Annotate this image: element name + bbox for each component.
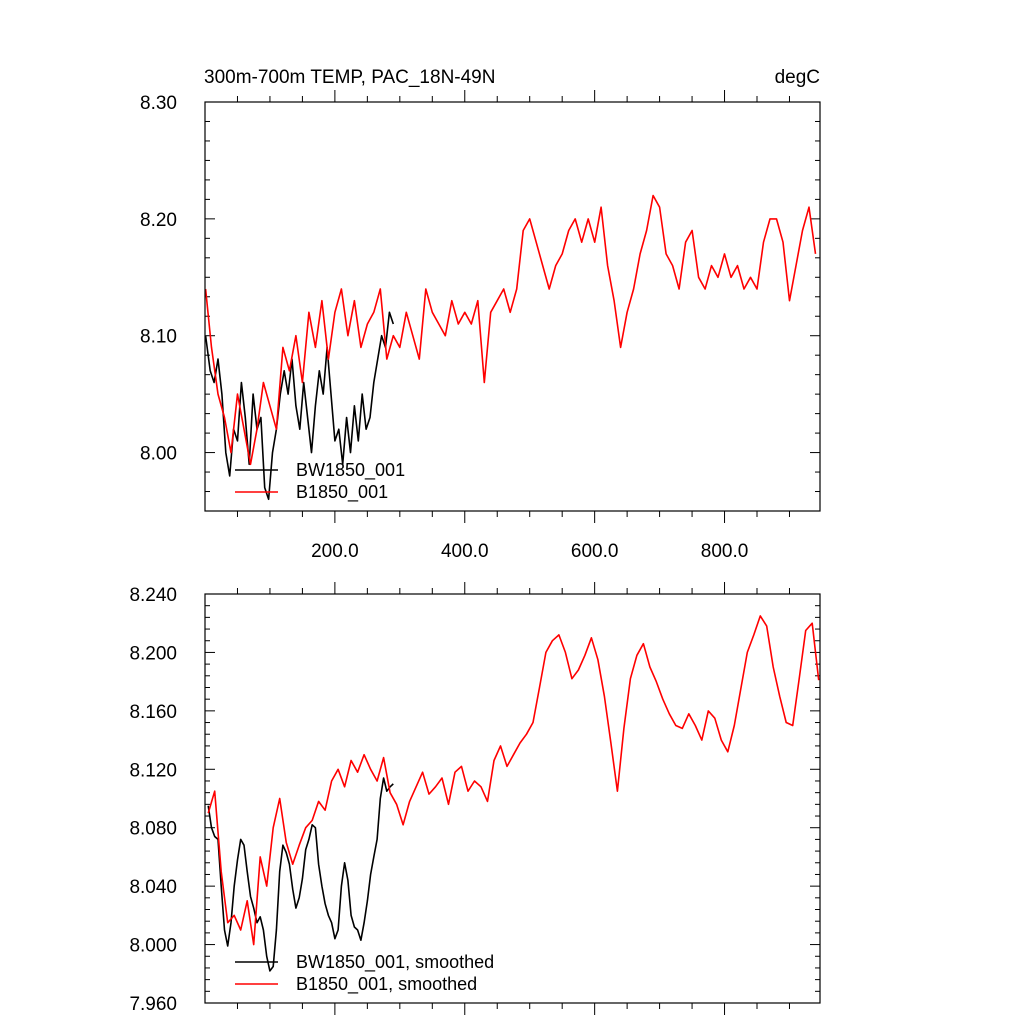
bottom-legend-label-b1850: B1850_001, smoothed bbox=[296, 974, 477, 995]
top-legend: BW1850_001 B1850_001 bbox=[235, 460, 405, 503]
y-tick-label: 8.040 bbox=[129, 877, 177, 898]
y-tick-label: 8.080 bbox=[129, 819, 177, 840]
bottom-legend: BW1850_001, smoothed B1850_001, smoothed bbox=[235, 952, 494, 995]
top-chart-frame bbox=[204, 101, 821, 512]
y-tick-label: 8.30 bbox=[140, 93, 177, 114]
top-chart-title: 300m-700m TEMP, PAC_18N-49N bbox=[204, 67, 495, 88]
y-tick-label: 8.160 bbox=[129, 702, 177, 723]
y-tick-label: 8.10 bbox=[140, 327, 177, 348]
series-line-bw1850-001 bbox=[204, 311, 395, 501]
y-tick-label: 8.120 bbox=[129, 760, 177, 781]
y-tick-label: 7.960 bbox=[129, 994, 177, 1015]
series-line-b1850-001-smoothed bbox=[207, 615, 820, 946]
series-line-bw1850-001-smoothed bbox=[207, 777, 394, 972]
top-chart-units: degC bbox=[775, 67, 820, 88]
y-tick-label: 8.20 bbox=[140, 210, 177, 231]
y-tick-label: 8.240 bbox=[129, 585, 177, 606]
bottom-chart: 7.960 8.000 8.040 8.080 8.120 8.160 8.200 8.240… bbox=[129, 582, 821, 1015]
x-tick-label: 800.0 bbox=[701, 541, 749, 562]
y-tick-label: 8.200 bbox=[129, 643, 177, 664]
x-tick-label: 400.0 bbox=[441, 541, 489, 562]
y-tick-label: 8.000 bbox=[129, 936, 177, 957]
bottom-chart-frame bbox=[204, 593, 821, 1004]
x-tick-label: 200.0 bbox=[311, 541, 359, 562]
bottom-legend-label-bw1850: BW1850_001, smoothed bbox=[296, 952, 494, 973]
top-legend-label-bw1850: BW1850_001 bbox=[296, 460, 405, 481]
x-tick-label: 600.0 bbox=[571, 541, 619, 562]
top-chart: 300m-700m TEMP, PAC_18N-49N degC 8.00 8.1… bbox=[140, 67, 821, 562]
series-line-b1850-001 bbox=[204, 194, 817, 466]
y-tick-label: 8.00 bbox=[140, 444, 177, 465]
top-legend-label-b1850: B1850_001 bbox=[296, 482, 388, 503]
